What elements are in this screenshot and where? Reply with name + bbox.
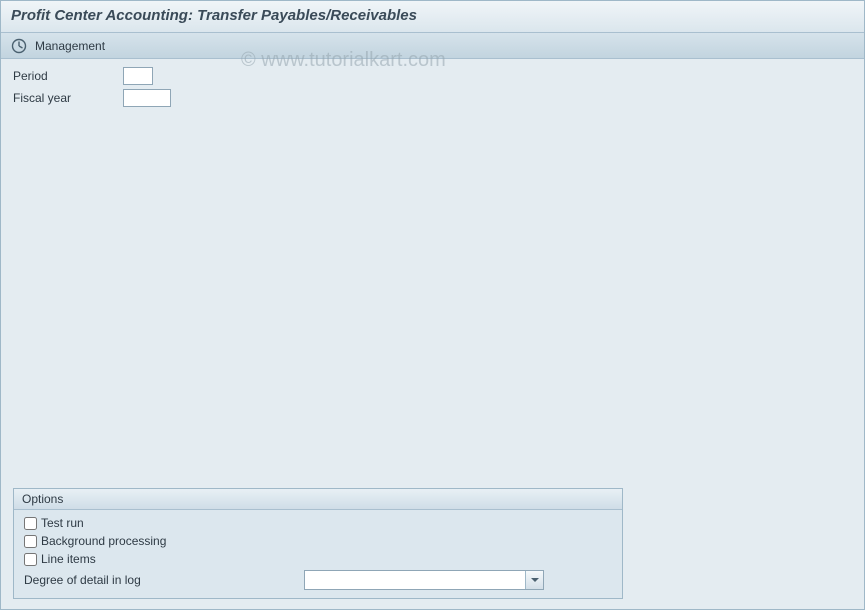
fiscal-year-input[interactable] [123, 89, 171, 107]
fiscal-year-row: Fiscal year [13, 89, 852, 107]
line-items-row: Line items [24, 552, 612, 566]
background-processing-label[interactable]: Background processing [41, 534, 166, 548]
management-button[interactable]: Management [35, 39, 105, 53]
options-header: Options [14, 489, 622, 510]
content-area: Period Fiscal year Options Test run Back… [1, 59, 864, 607]
execute-icon[interactable] [11, 38, 27, 54]
degree-of-detail-value [304, 570, 544, 590]
test-run-label[interactable]: Test run [41, 516, 84, 530]
line-items-label[interactable]: Line items [41, 552, 96, 566]
degree-of-detail-label: Degree of detail in log [24, 573, 304, 587]
line-items-checkbox[interactable] [24, 553, 37, 566]
test-run-row: Test run [24, 516, 612, 530]
period-input[interactable] [123, 67, 153, 85]
period-row: Period [13, 67, 852, 85]
period-label: Period [13, 69, 123, 83]
fiscal-year-label: Fiscal year [13, 91, 123, 105]
background-processing-checkbox[interactable] [24, 535, 37, 548]
page-title: Profit Center Accounting: Transfer Payab… [11, 7, 417, 24]
options-group: Options Test run Background processing L… [13, 488, 623, 599]
title-bar: Profit Center Accounting: Transfer Payab… [1, 1, 864, 33]
degree-of-detail-select[interactable] [304, 570, 544, 590]
test-run-checkbox[interactable] [24, 517, 37, 530]
degree-of-detail-row: Degree of detail in log [24, 570, 612, 590]
toolbar: Management [1, 33, 864, 59]
background-processing-row: Background processing [24, 534, 612, 548]
options-body: Test run Background processing Line item… [14, 510, 622, 598]
